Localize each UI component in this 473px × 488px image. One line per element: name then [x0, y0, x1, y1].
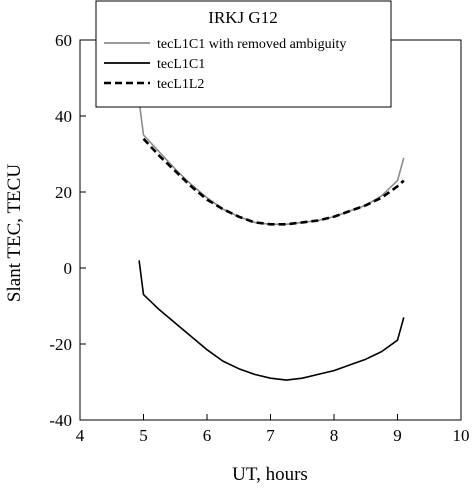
axes: 4 5 6 7 8 9 10 -40 -20 0 20 40 60 — [49, 31, 469, 445]
legend-items: tecL1C1 with removed ambiguity tecL1C1 tec… — [104, 37, 346, 92]
x-tick-label: 8 — [330, 426, 339, 445]
legend-label-0: tecL1C1 with removed ambiguity — [157, 37, 346, 52]
x-tick-label: 7 — [266, 426, 275, 445]
x-tick-label: 6 — [203, 426, 212, 445]
x-axis-title: UT, hours — [232, 464, 308, 485]
y-tick-label: 0 — [64, 259, 73, 278]
series-line-2 — [142, 137, 405, 226]
x-tick-label: 4 — [76, 426, 85, 445]
legend-label-1: tecL1C1 — [157, 57, 205, 72]
y-tick-label: 40 — [55, 107, 72, 126]
legend-label-2: tecL1L2 — [157, 77, 204, 92]
series-line-1 — [138, 260, 405, 381]
legend-title: IRKJ G12 — [208, 8, 277, 27]
y-tick-label: -20 — [49, 335, 72, 354]
y-tick-label: 20 — [55, 183, 72, 202]
legend-frame — [95, 0, 392, 108]
x-tick-label: 9 — [393, 426, 402, 445]
y-axis-title: Slant TEC, TECU — [4, 164, 25, 302]
x-tick-label: 5 — [139, 426, 148, 445]
y-tick-label: 60 — [55, 31, 72, 50]
y-tick-label: -40 — [49, 411, 72, 430]
plot-area — [138, 100, 405, 381]
x-tick-label: 10 — [453, 426, 470, 445]
legend: IRKJ G12 tecL1C1 with removed ambiguityt… — [95, 0, 392, 108]
